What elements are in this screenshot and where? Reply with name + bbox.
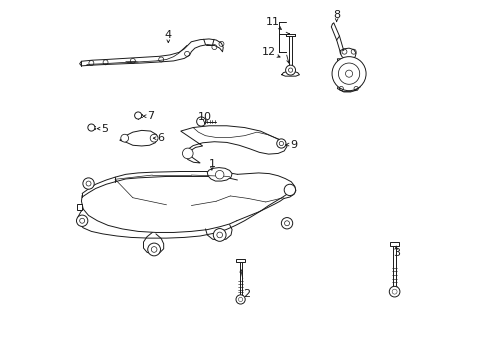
Circle shape <box>236 295 244 304</box>
Text: 8: 8 <box>332 10 340 20</box>
Circle shape <box>338 63 359 84</box>
Circle shape <box>182 148 193 159</box>
Circle shape <box>88 124 95 131</box>
Circle shape <box>147 243 160 256</box>
Circle shape <box>150 134 158 142</box>
Polygon shape <box>120 130 157 146</box>
Circle shape <box>196 117 205 126</box>
Polygon shape <box>389 242 399 246</box>
Text: 12: 12 <box>261 48 275 57</box>
Circle shape <box>134 112 142 119</box>
Text: 2: 2 <box>242 289 249 299</box>
Circle shape <box>82 178 94 189</box>
Polygon shape <box>77 204 82 210</box>
Text: 10: 10 <box>198 112 211 122</box>
Circle shape <box>284 184 295 195</box>
Circle shape <box>285 65 295 75</box>
Circle shape <box>215 170 224 179</box>
Text: 4: 4 <box>164 30 171 40</box>
Polygon shape <box>181 126 286 163</box>
Text: 7: 7 <box>147 111 154 121</box>
Polygon shape <box>236 259 244 262</box>
Circle shape <box>121 134 128 142</box>
Text: 3: 3 <box>392 248 399 258</box>
Circle shape <box>76 215 88 226</box>
Text: 5: 5 <box>101 123 108 134</box>
Text: 1: 1 <box>208 159 215 169</box>
Circle shape <box>276 139 285 148</box>
Polygon shape <box>207 168 232 181</box>
Text: 6: 6 <box>158 133 164 143</box>
Circle shape <box>388 286 399 297</box>
Text: 11: 11 <box>265 17 279 27</box>
Circle shape <box>281 217 292 229</box>
Text: 9: 9 <box>289 140 296 149</box>
Circle shape <box>331 57 366 91</box>
Circle shape <box>213 229 225 241</box>
